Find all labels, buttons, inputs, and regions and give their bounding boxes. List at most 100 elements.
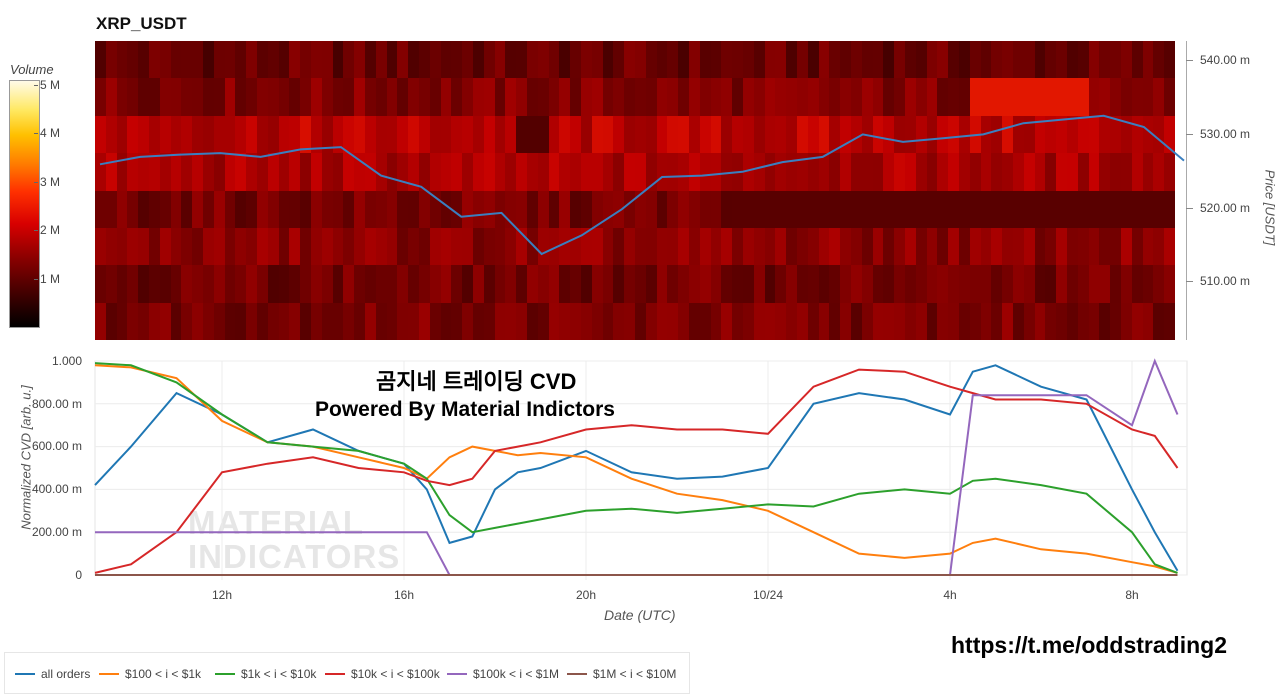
heatmap-cell — [559, 115, 571, 154]
heatmap-cell — [959, 115, 971, 154]
heatmap-cell — [840, 190, 852, 229]
heatmap-cell — [937, 265, 949, 304]
heatmap-cell — [483, 265, 496, 304]
heatmap-cell — [224, 78, 236, 117]
heatmap-cell — [203, 190, 215, 229]
heatmap-cell — [321, 153, 334, 192]
heatmap-cell — [343, 190, 355, 229]
heatmap-cell — [397, 265, 409, 304]
heatmap-cell — [408, 153, 420, 192]
heatmap-cell — [138, 227, 150, 266]
heatmap-cell — [851, 78, 863, 117]
heatmap-cell — [797, 265, 809, 304]
heatmap-cell — [451, 190, 463, 229]
heatmap-cell — [969, 41, 982, 79]
heatmap-cell — [1013, 153, 1025, 192]
overlay-title: 곰지네 트레이딩 CVD — [376, 369, 577, 394]
heatmap-cell — [354, 302, 366, 340]
heatmap-cell — [699, 302, 712, 340]
heatmap-cell — [494, 227, 506, 266]
heatmap-cell — [1077, 153, 1090, 192]
legend-item-100k-1m[interactable]: $100k < i < $1M — [447, 667, 559, 681]
heatmap-cell — [699, 227, 712, 266]
heatmap-cell — [321, 115, 334, 154]
heatmap-cell — [1067, 153, 1079, 192]
heatmap-cell — [537, 190, 550, 229]
heatmap-cell — [505, 227, 517, 266]
heatmap-cell — [408, 41, 420, 79]
heatmap-cell — [483, 41, 496, 79]
heatmap-cell — [559, 227, 571, 266]
heatmap-cell — [203, 153, 215, 192]
heatmap-cell — [483, 190, 496, 229]
heatmap-cell — [332, 115, 344, 154]
heatmap-cell — [516, 115, 528, 154]
telegram-link[interactable]: https://t.me/oddstrading2 — [951, 632, 1227, 658]
heatmap-cell — [1153, 78, 1165, 117]
legend-item-10k-100k[interactable]: $10k < i < $100k — [325, 667, 440, 681]
heatmap-cell — [267, 78, 280, 117]
heatmap-cell — [1121, 190, 1133, 229]
heatmap-cell — [743, 41, 755, 79]
heatmap-cell — [235, 265, 247, 304]
heatmap-cell — [570, 302, 582, 340]
heatmap-cell — [419, 41, 431, 79]
heatmap-cell — [948, 302, 960, 340]
heatmap-cell — [462, 265, 474, 304]
heatmap-cell — [948, 190, 960, 229]
heatmap-cell — [95, 302, 107, 340]
heatmap-cell — [235, 153, 247, 192]
heatmap-cell — [527, 190, 539, 229]
heatmap-cell — [105, 302, 118, 340]
heatmap-cell — [375, 190, 388, 229]
heatmap-cell — [872, 115, 884, 154]
heatmap-cell — [505, 78, 517, 117]
heatmap-cell — [440, 302, 452, 340]
heatmap-cell — [1088, 115, 1100, 154]
legend-item-100-1k[interactable]: $100 < i < $1k — [99, 667, 201, 681]
heatmap-cell — [818, 265, 830, 304]
heatmap-cell — [872, 302, 884, 340]
heatmap-cell — [267, 302, 280, 340]
legend-label: $10k < i < $100k — [351, 667, 440, 681]
heatmap-cell — [732, 265, 744, 304]
heatmap-cell — [818, 115, 830, 154]
heatmap-cell — [365, 190, 377, 229]
heatmap-cell — [1110, 190, 1122, 229]
heatmap-cell — [1023, 302, 1036, 340]
heatmap-cell — [980, 78, 992, 117]
heatmap-cell — [797, 302, 809, 340]
legend-item-1m-10m[interactable]: $1M < i < $10M — [567, 667, 676, 681]
heatmap-cell — [645, 190, 658, 229]
heatmap-cell — [1067, 78, 1079, 117]
heatmap-cell — [494, 265, 506, 304]
watermark-line: MATERIAL — [188, 504, 365, 541]
legend-item-1k-10k[interactable]: $1k < i < $10k — [215, 667, 316, 681]
heatmap-cell — [365, 78, 377, 117]
heatmap-cell — [1013, 41, 1025, 79]
heatmap-cell — [419, 227, 431, 266]
heatmap-cell — [753, 153, 766, 192]
heatmap-cell — [678, 190, 690, 229]
heatmap-cell — [915, 78, 928, 117]
heatmap-cell — [1121, 302, 1133, 340]
heatmap-cell — [656, 41, 668, 79]
heatmap-cell — [602, 190, 614, 229]
heatmap-cell — [105, 78, 118, 117]
heatmap-cell — [656, 78, 668, 117]
heatmap-cell — [635, 78, 647, 117]
heatmap-cell — [429, 115, 442, 154]
heatmap-cell — [203, 78, 215, 117]
heatmap-cell — [548, 78, 560, 117]
heatmap-cell — [1153, 227, 1165, 266]
heatmap-cell — [1077, 302, 1090, 340]
heatmap-cell — [678, 265, 690, 304]
heatmap-cell — [494, 153, 506, 192]
heatmap-cell — [537, 302, 550, 340]
legend-item-all-orders[interactable]: all orders — [15, 667, 90, 681]
heatmap-cell — [159, 302, 172, 340]
heatmap-cell — [397, 227, 409, 266]
heatmap-cell — [980, 115, 992, 154]
heatmap-cell — [1153, 302, 1165, 340]
heatmap-cell — [321, 265, 334, 304]
